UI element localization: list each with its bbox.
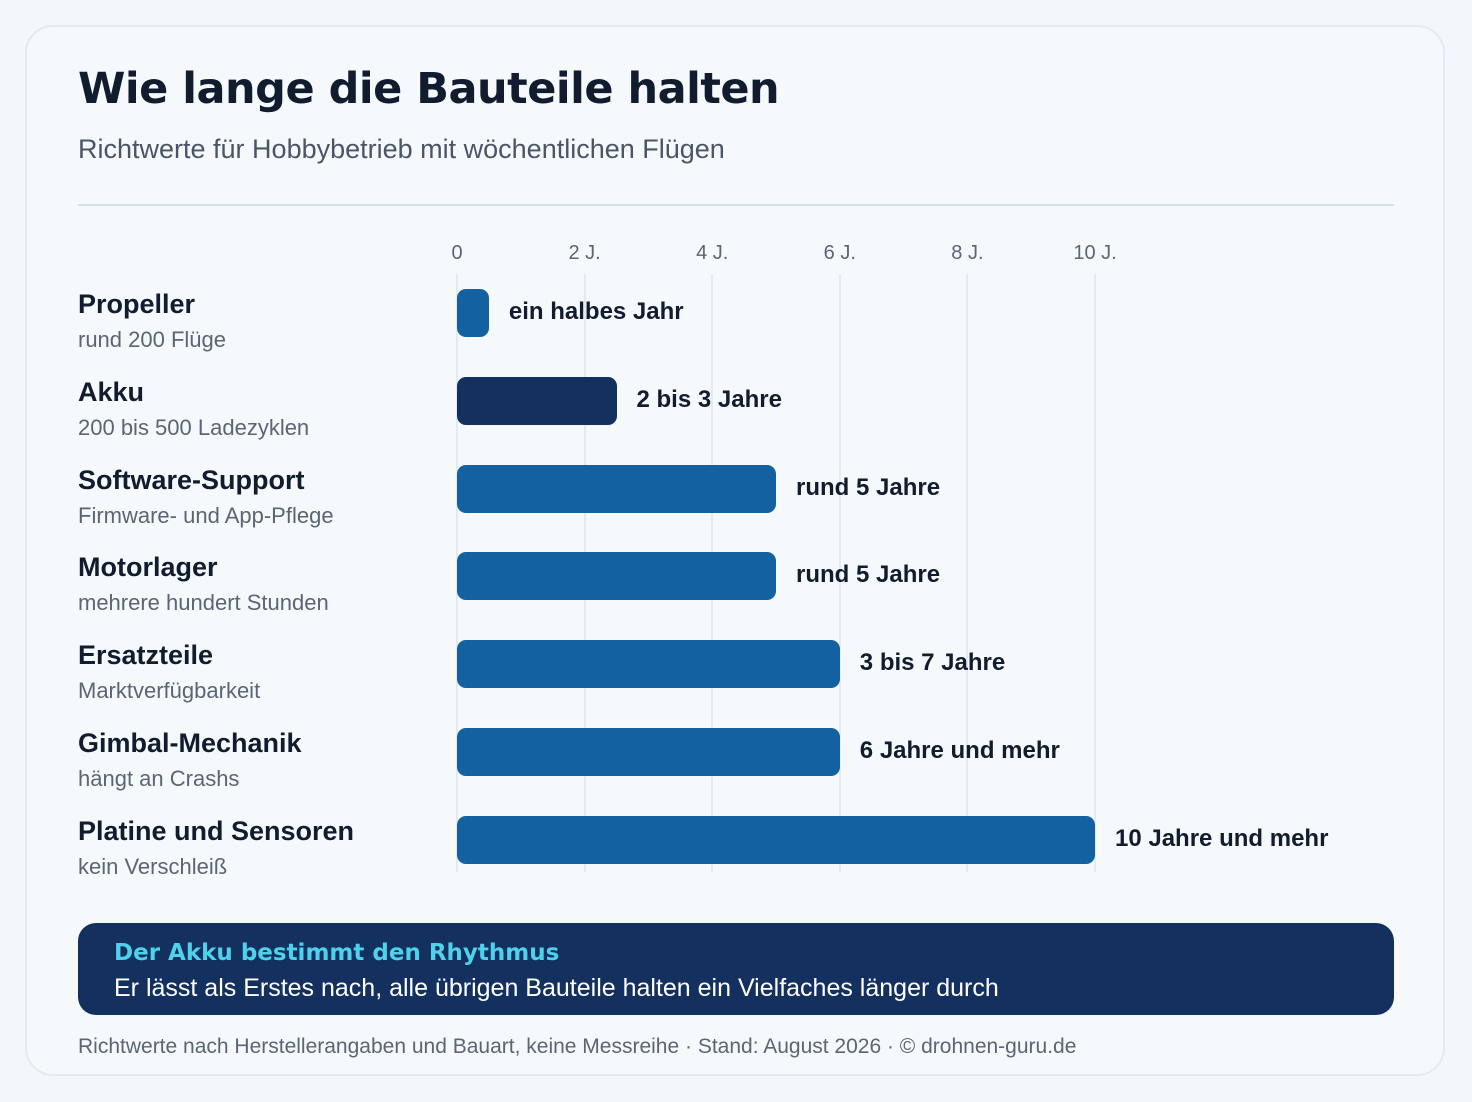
category-label: Akku bbox=[78, 376, 145, 407]
category-label: Platine und Sensoren bbox=[78, 815, 355, 846]
bar bbox=[457, 464, 776, 513]
category-sublabel: rund 200 Flüge bbox=[78, 327, 226, 352]
x-tick-label: 4 J. bbox=[696, 242, 729, 264]
callout-title: Der Akku bestimmt den Rhythmus bbox=[114, 940, 560, 966]
gridline bbox=[1094, 274, 1096, 872]
bar bbox=[457, 640, 840, 689]
bar bbox=[457, 728, 840, 777]
x-tick-label: 6 J. bbox=[823, 242, 856, 264]
bar-value-label: 3 bis 7 Jahre bbox=[859, 649, 1006, 677]
infographic-card bbox=[25, 25, 1445, 1076]
category-label: Gimbal-Mechanik bbox=[78, 728, 302, 759]
category-sublabel: 200 bis 500 Ladezyklen bbox=[78, 414, 310, 440]
chart-title: Wie lange die Bauteile halten bbox=[78, 64, 780, 114]
category-sublabel: Marktverfügbarkeit bbox=[78, 678, 261, 704]
bar-value-label: 2 bis 3 Jahre bbox=[636, 385, 782, 413]
category-sublabel: mehrere hundert Stunden bbox=[78, 590, 329, 616]
x-tick-label: 2 J. bbox=[568, 242, 601, 264]
category-label: Software-Support bbox=[78, 464, 305, 495]
x-tick-label: 0 bbox=[451, 242, 463, 264]
callout-box: Der Akku bestimmt den Rhythmus Er lässt … bbox=[78, 923, 1394, 1015]
category-sublabel: kein Verschleiß bbox=[78, 853, 228, 879]
bar-value-label: ein halbes Jahr bbox=[508, 298, 684, 325]
gridline bbox=[966, 274, 969, 872]
bar bbox=[457, 376, 617, 425]
chart-subtitle: Richtwerte für Hobbybetrieb mit wöchentl… bbox=[78, 134, 725, 164]
footer-note: Richtwerte nach Herstellerangaben und Ba… bbox=[78, 1035, 1077, 1058]
bar-value-label: 6 Jahre und mehr bbox=[859, 737, 1060, 765]
x-tick-label: 10 J. bbox=[1073, 242, 1117, 264]
gridline bbox=[838, 274, 841, 872]
category-label: Ersatzteile bbox=[78, 640, 214, 671]
category-label: Motorlager bbox=[78, 552, 218, 583]
category-label: Propeller bbox=[78, 289, 196, 319]
x-tick-label: 8 J. bbox=[951, 242, 984, 264]
bar-value-label: rund 5 Jahre bbox=[796, 561, 941, 589]
category-sublabel: hängt an Crashs bbox=[78, 766, 240, 792]
bar bbox=[457, 815, 1095, 864]
bar-value-label: rund 5 Jahre bbox=[796, 473, 941, 501]
bar-value-label: 10 Jahre und mehr bbox=[1115, 824, 1329, 852]
bar bbox=[457, 289, 489, 337]
header-divider bbox=[78, 204, 1394, 206]
category-sublabel: Firmware- und App-Pflege bbox=[78, 502, 334, 528]
bar bbox=[457, 552, 776, 601]
callout-text: Er lässt als Erstes nach, alle übrigen B… bbox=[114, 974, 999, 1002]
